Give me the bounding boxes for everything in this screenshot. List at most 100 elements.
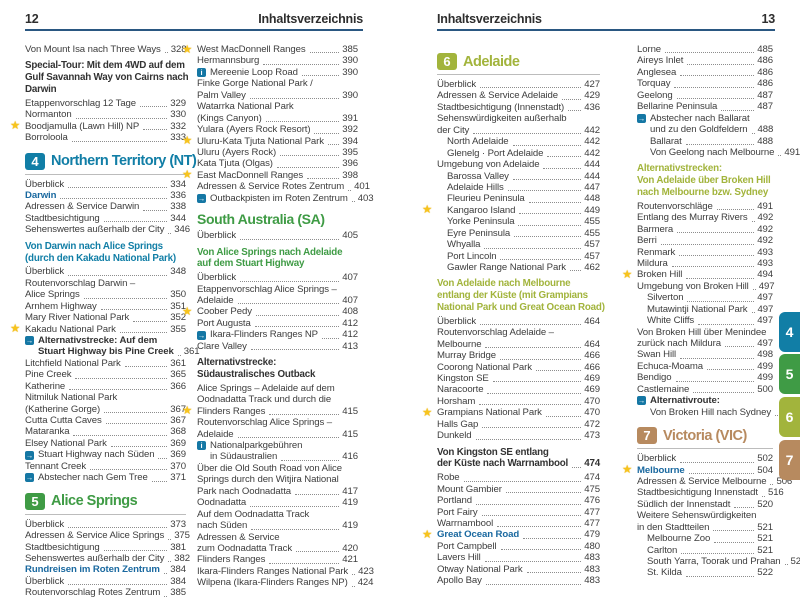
toc-entry: Pine Creek 365 bbox=[25, 369, 186, 380]
toc-entry: Ballarat 488 bbox=[637, 136, 773, 147]
highlight-star-icon: ★ bbox=[10, 323, 21, 336]
toc-entry: Mary River National Park 352 bbox=[25, 312, 186, 323]
chapter-tab-6: 6 bbox=[779, 397, 800, 437]
toc-entry-text: Alice Springs bbox=[25, 289, 80, 301]
dotted-leader bbox=[734, 506, 755, 509]
highlight-star-icon: ★ bbox=[622, 268, 633, 281]
toc-entry: Port Fairy 477 bbox=[437, 507, 600, 518]
toc-entry: Hermannsburg 390 bbox=[197, 55, 358, 66]
toc-entry-text: Überblick bbox=[25, 575, 65, 587]
dotted-leader bbox=[237, 302, 340, 305]
toc-entry: Borroloola 333 bbox=[25, 132, 186, 143]
dotted-leader bbox=[60, 197, 168, 200]
toc-entry-text: Warrnambool bbox=[437, 517, 494, 529]
toc-entry-text: Bendigo bbox=[637, 372, 672, 384]
toc-entry-text: Ikara-Flinders Ranges National Park bbox=[197, 565, 349, 577]
page-ref: 470 bbox=[584, 407, 600, 419]
page-ref: 390 bbox=[342, 89, 358, 101]
toc-entry-text: Nationalparkgebühren bbox=[210, 440, 303, 451]
toc-entry-text: Swan Hill bbox=[637, 349, 677, 361]
page-ref: 355 bbox=[170, 323, 186, 335]
dotted-leader bbox=[681, 552, 755, 555]
section-header-text: Special-Tour: Mit dem 4WD auf dem bbox=[25, 60, 185, 72]
page-ref: 429 bbox=[584, 90, 600, 102]
toc-entry: ★ Coober Pedy 408 bbox=[182, 306, 358, 318]
highlight-star-icon: ★ bbox=[182, 405, 193, 418]
toc-entry: Sehenswürdigkeiten außerhalb bbox=[437, 113, 600, 124]
page-ref: 506 bbox=[776, 475, 793, 487]
page-ref: 486 bbox=[757, 55, 773, 67]
toc-entry: Nitmiluk National Park bbox=[25, 392, 186, 403]
dotted-leader bbox=[133, 320, 168, 322]
page-ref: 499 bbox=[757, 372, 773, 384]
page-ref: 361 bbox=[183, 346, 200, 358]
toc-entry: Überblick 334 bbox=[25, 179, 186, 190]
chapter-tab-5: 5 bbox=[779, 354, 800, 394]
toc-entry: Torquay 486 bbox=[637, 78, 773, 89]
page-ref: 464 bbox=[584, 338, 600, 350]
dotted-leader bbox=[778, 154, 782, 157]
dotted-leader bbox=[481, 514, 582, 516]
part-title: South Australia (SA) bbox=[197, 211, 325, 228]
chapter-number-badge: 7 bbox=[637, 427, 657, 445]
page-ref: 391 bbox=[342, 112, 358, 124]
toc-entry-text: Melbourne Zoo bbox=[647, 533, 711, 545]
toc-entry-text: Barmera bbox=[637, 223, 674, 235]
toc-entry-text: Kangaroo Island bbox=[447, 204, 516, 216]
toc-entry-text: Kakadu National Park bbox=[25, 323, 116, 335]
dotted-leader bbox=[500, 548, 582, 551]
toc-entry: Sehenswertes außerhalb der City 382 bbox=[25, 553, 190, 564]
toc-entry: Umgebung von Broken Hill 497 bbox=[637, 280, 775, 292]
page-ref: 366 bbox=[170, 380, 186, 392]
toc-entry-text: Adelaide Hills bbox=[447, 181, 504, 193]
page-ref: 413 bbox=[342, 340, 358, 352]
page-ref: 479 bbox=[584, 529, 600, 541]
toc-entry: Yorke Peninsula 455 bbox=[437, 216, 600, 227]
page-ref: 497 bbox=[758, 280, 775, 292]
header-title: Inhaltsverzeichnis bbox=[437, 12, 542, 26]
dotted-leader bbox=[679, 254, 755, 256]
dotted-leader bbox=[721, 109, 755, 111]
dotted-leader bbox=[545, 415, 582, 417]
section-header-line: Gulf Savannah Way von Cairns nach bbox=[25, 72, 189, 84]
page-ref: 442 bbox=[584, 124, 600, 136]
toc-entry: Überblick 464 bbox=[437, 316, 600, 327]
page-ref: 469 bbox=[584, 384, 600, 396]
page-ref: 385 bbox=[342, 44, 358, 55]
toc-entry: Dunkeld 473 bbox=[437, 430, 600, 441]
page-ref: 488 bbox=[757, 135, 773, 147]
page-ref: 373 bbox=[170, 518, 186, 530]
page-ref: 344 bbox=[170, 212, 186, 224]
toc-entry: ★ Boodjamulla (Lawn Hill) NP 332 bbox=[10, 120, 186, 132]
toc-entry: North Adelaide 442 bbox=[437, 136, 600, 147]
section-header: Von Adelaide nach Melbourne entlang der K… bbox=[437, 278, 605, 313]
highlight-star-icon: ★ bbox=[182, 305, 193, 318]
page-ref: 487 bbox=[757, 89, 773, 101]
page-left-header: 12 Inhaltsverzeichnis bbox=[25, 12, 363, 26]
route-arrow-icon: → bbox=[197, 330, 206, 340]
section-header: Alternativstrecke: Südaustralisches Outba… bbox=[197, 357, 358, 381]
info-icon: i bbox=[197, 68, 206, 78]
toc-entry: Port Campbell 480 bbox=[437, 541, 600, 552]
page-ref: 498 bbox=[757, 349, 773, 361]
toc-entry: Barossa Valley 444 bbox=[437, 171, 600, 182]
dotted-leader bbox=[707, 368, 755, 371]
toc-entry: Stuart Highway bis Pine Creek 361 bbox=[25, 346, 200, 357]
toc-entry-text: Pine Creek bbox=[25, 369, 72, 381]
page-ref: 398 bbox=[342, 169, 358, 181]
section-header-line: Von Kingston SE entlang bbox=[437, 447, 600, 459]
toc-entry-text: Great Ocean Road bbox=[437, 529, 520, 541]
toc-entry: Carlton 521 bbox=[637, 545, 773, 556]
dotted-leader bbox=[240, 280, 340, 282]
toc-entry-text: Entlang des Murray Rivers bbox=[637, 212, 748, 224]
toc-entry: Routenvorschlag Rotes Zentrum 385 bbox=[25, 587, 186, 598]
page-ref: 368 bbox=[170, 426, 186, 438]
dotted-leader bbox=[714, 541, 755, 543]
page-ref: 421 bbox=[342, 554, 358, 566]
dotted-leader bbox=[281, 459, 340, 461]
toc-entry: Bendigo 499 bbox=[637, 372, 773, 383]
toc-entry-text: Abstecher nach Gem Tree bbox=[38, 472, 148, 484]
toc-entry: Adressen & Service bbox=[197, 532, 358, 543]
page-ref: 384 bbox=[170, 564, 186, 576]
